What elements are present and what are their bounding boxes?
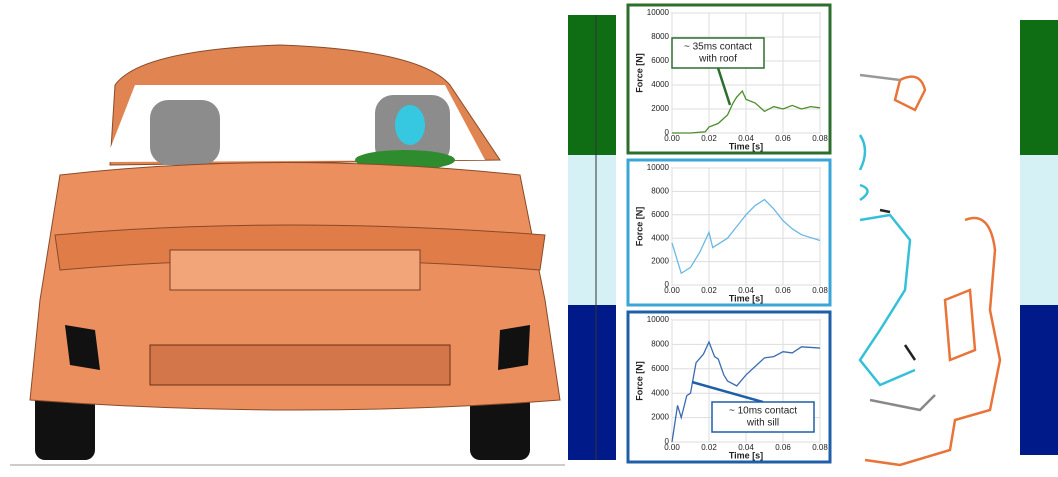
x-tick-label: 0.04 (738, 286, 754, 295)
y-axis-label: Force [N] (634, 361, 644, 401)
x-tick-label: 0.02 (701, 443, 717, 452)
y-tick-label: 6000 (651, 56, 669, 65)
x-axis-label: Time [s] (729, 293, 763, 303)
x-tick-label: 0.08 (812, 134, 828, 143)
y-tick-label: 4000 (651, 80, 669, 89)
x-axis-label: Time [s] (729, 141, 763, 151)
chart-panel (626, 158, 832, 307)
y-tick-label: 6000 (651, 364, 669, 373)
y-tick-label: 2000 (651, 413, 669, 422)
y-tick-label: 0 (665, 128, 670, 137)
car-render (10, 44, 565, 466)
force-line (672, 89, 821, 134)
annotation-text: ~ 10ms contact (729, 406, 797, 417)
section-outline (858, 73, 1002, 467)
annotation-box (671, 37, 765, 69)
y-tick-label: 6000 (651, 210, 669, 219)
y-tick-label: 0 (665, 280, 670, 289)
annotation-text: ~ 35ms contact (684, 42, 752, 53)
x-tick-label: 0.04 (738, 443, 754, 452)
y-axis-label: Force [N] (634, 53, 644, 93)
y-tick-label: 2000 (651, 257, 669, 266)
annotation-arrow (691, 380, 764, 404)
contact-bar-right (1020, 20, 1058, 455)
y-tick-label: 10000 (647, 315, 670, 324)
y-tick-label: 10000 (647, 163, 670, 172)
y-tick-label: 0 (665, 437, 670, 446)
x-tick-label: 0.08 (812, 443, 828, 452)
chart-panel (626, 310, 832, 464)
y-tick-label: 8000 (651, 32, 669, 41)
x-tick-label: 0.00 (664, 134, 680, 143)
x-tick-label: 0.00 (664, 443, 680, 452)
y-tick-label: 8000 (651, 340, 669, 349)
chart-panel (626, 3, 832, 155)
x-tick-label: 0.02 (701, 134, 717, 143)
contact-bar-left (568, 15, 616, 460)
y-tick-label: 10000 (647, 8, 670, 17)
x-tick-label: 0.08 (812, 286, 828, 295)
y-tick-label: 2000 (651, 104, 669, 113)
annotation-box (711, 401, 815, 433)
force-line (671, 340, 821, 443)
y-tick-label: 4000 (651, 233, 669, 242)
annotation-text: with roof (698, 54, 737, 65)
y-tick-label: 4000 (651, 388, 669, 397)
x-tick-label: 0.02 (701, 286, 717, 295)
x-tick-label: 0.06 (775, 286, 791, 295)
annotation-arrow (716, 67, 732, 106)
y-axis-label: Force [N] (634, 207, 644, 247)
annotation-text: with sill (746, 418, 779, 429)
y-tick-label: 8000 (651, 187, 669, 196)
x-tick-label: 0.00 (664, 286, 680, 295)
x-tick-label: 0.06 (775, 443, 791, 452)
x-tick-label: 0.06 (775, 134, 791, 143)
x-axis-label: Time [s] (729, 450, 763, 460)
force-line (671, 198, 821, 275)
x-tick-label: 0.04 (738, 134, 754, 143)
